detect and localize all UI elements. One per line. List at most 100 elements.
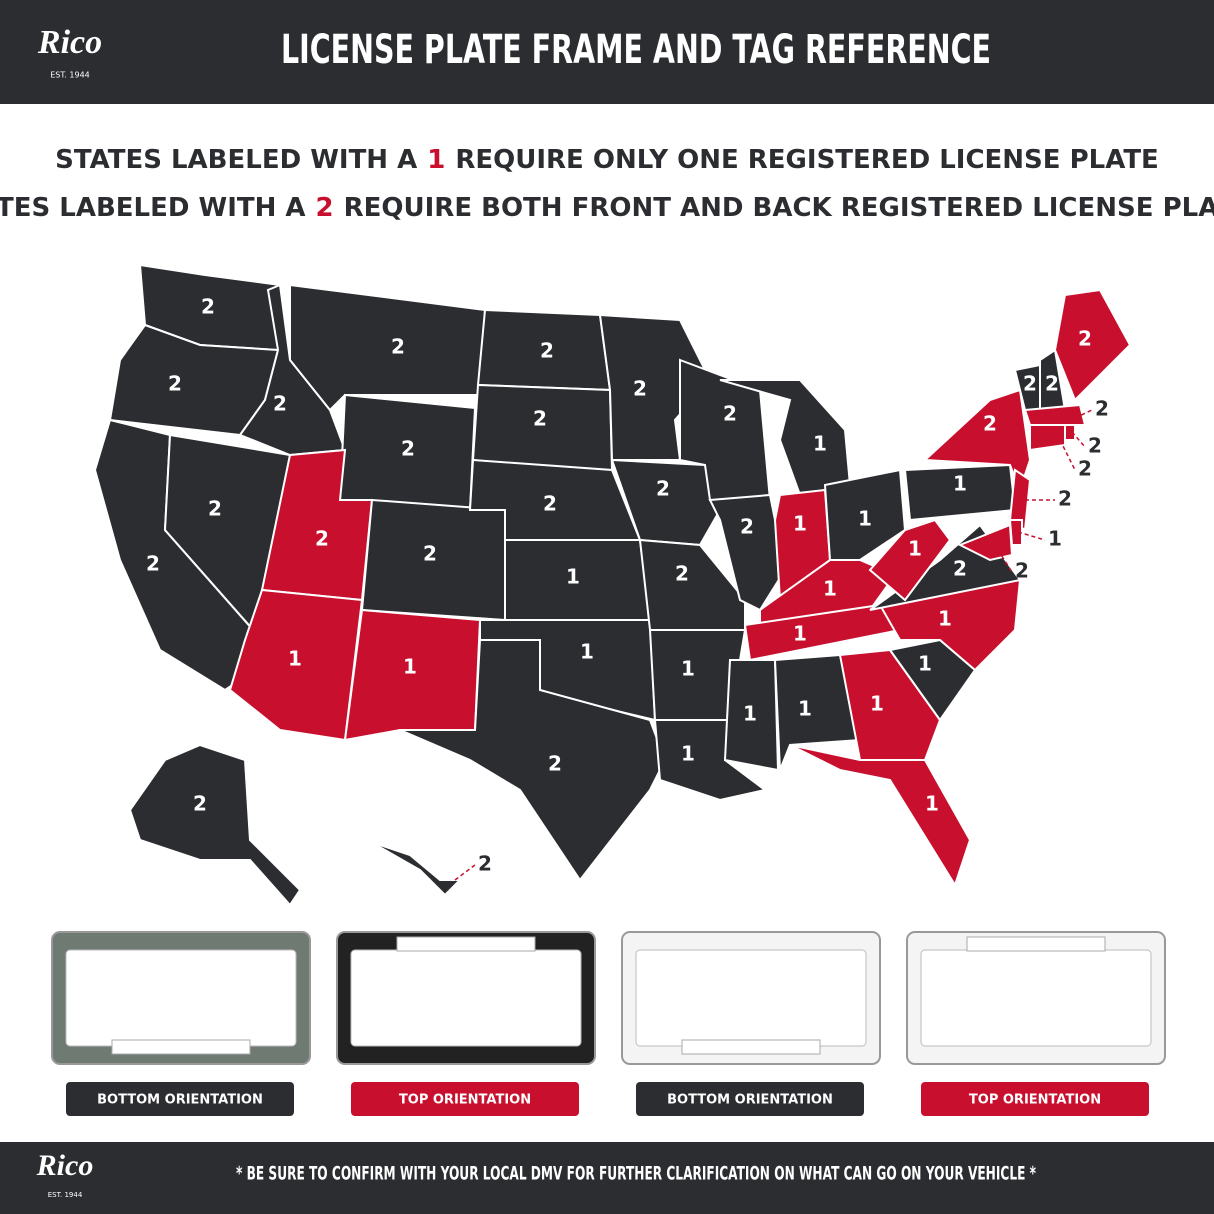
subtitle-text: REQUIRE BOTH FRONT AND BACK REGISTERED L… (344, 193, 1214, 223)
footer-note: * BE SURE TO CONFIRM WITH YOUR LOCAL DMV… (236, 1163, 1036, 1185)
state-label: 1 (403, 655, 417, 679)
state-label: 1 (858, 507, 872, 531)
state-label: 2 (633, 377, 647, 401)
subtitle-text: STATES LABELED WITH A (0, 193, 306, 223)
state-label: 2 (740, 515, 754, 539)
frame-slot (111, 1039, 251, 1055)
frame-window (65, 949, 297, 1047)
state-label: 2 (423, 542, 437, 566)
state-label: 2 (548, 752, 562, 776)
subtitle-number: 2 (316, 193, 334, 223)
state (349, 829, 463, 897)
state-label: 1 (953, 472, 967, 496)
frame-window (920, 949, 1152, 1047)
state (1008, 468, 1032, 532)
state-label: 1 (793, 622, 807, 646)
state-label: 2 (1078, 327, 1092, 351)
orientation-badge (921, 1082, 1149, 1116)
state (922, 388, 1032, 493)
state-label: 2 (193, 792, 207, 816)
page-title: LICENSE PLATE FRAME AND TAG REFERENCE (281, 27, 991, 73)
state-label: 2 (1088, 434, 1102, 458)
state-label: 1 (566, 565, 580, 589)
state-label: 2 (953, 557, 967, 581)
state (289, 283, 487, 412)
state-label: 2 (656, 477, 670, 501)
state-label: 2 (315, 527, 329, 551)
header-bar (0, 0, 1214, 104)
state (838, 648, 942, 761)
orientation-label: TOP ORIENTATION (969, 1093, 1101, 1108)
state-label: 1 (743, 702, 757, 726)
state-label: 2 (1023, 372, 1037, 396)
subtitle-text: STATES LABELED WITH A (55, 145, 417, 175)
subtitle-line: STATES LABELED WITH A 2 REQUIRE BOTH FRONT… (0, 193, 1214, 223)
state-label: 1 (580, 640, 594, 664)
state-label: 2 (1015, 559, 1029, 583)
footer-logo-est: EST. 1944 (48, 1191, 83, 1199)
state-label: 2 (273, 392, 287, 416)
state (1053, 288, 1132, 402)
subtitle-number: 1 (427, 145, 445, 175)
state (128, 743, 302, 907)
state (610, 458, 722, 547)
state-label: 2 (983, 412, 997, 436)
orientation-badge (636, 1082, 864, 1116)
callout-line (1059, 439, 1076, 471)
state-label: 1 (1048, 527, 1062, 551)
frame-window (635, 949, 867, 1047)
orientation-badge (351, 1082, 579, 1116)
orientation-badge (66, 1082, 294, 1116)
logo-est: EST. 1944 (50, 71, 90, 80)
state-label: 1 (813, 432, 827, 456)
orientation-label: BOTTOM ORIENTATION (97, 1093, 263, 1108)
footer-bar (0, 1142, 1214, 1214)
state (823, 468, 907, 561)
state-label: 2 (478, 852, 492, 876)
state-label: 2 (1078, 457, 1092, 481)
state (723, 659, 780, 772)
callout-line (1017, 531, 1046, 541)
state-label: 1 (918, 652, 932, 676)
state-label: 2 (146, 552, 160, 576)
state-label: 2 (391, 335, 405, 359)
state-label: 2 (168, 372, 182, 396)
state-label: 2 (201, 295, 215, 319)
logo: Rico (37, 24, 102, 61)
state-label: 1 (288, 647, 302, 671)
footer-logo: Rico (36, 1149, 94, 1182)
subtitle-text: REQUIRE ONLY ONE REGISTERED LICENSE PLAT… (455, 145, 1158, 175)
frame-window (350, 949, 582, 1047)
state-label: 1 (925, 792, 939, 816)
state (789, 744, 972, 888)
state (1023, 403, 1087, 426)
callout-line (454, 864, 476, 881)
state-label: 2 (543, 492, 557, 516)
frame-slot (681, 1039, 821, 1055)
state (399, 639, 667, 882)
callout-line (1071, 431, 1086, 448)
state (1029, 424, 1066, 452)
state (638, 538, 746, 631)
state-label: 2 (1095, 397, 1109, 421)
state-label: 1 (938, 607, 952, 631)
frame-slot (966, 936, 1106, 952)
state-label: 2 (208, 497, 222, 521)
state-label: 2 (675, 562, 689, 586)
state (598, 313, 712, 461)
state-label: 1 (681, 657, 695, 681)
state-label: 1 (870, 692, 884, 716)
state (1064, 424, 1076, 441)
subtitle-line: STATES LABELED WITH A 1 REQUIRE ONLY ONE R… (55, 145, 1159, 175)
state-label: 1 (908, 537, 922, 561)
state-label: 2 (1058, 487, 1072, 511)
state-label: 2 (723, 402, 737, 426)
state-label: 2 (540, 339, 554, 363)
state-label: 2 (401, 437, 415, 461)
state (773, 653, 862, 771)
state (868, 518, 952, 602)
callout-line (997, 549, 1013, 573)
callout-line (1074, 409, 1093, 419)
state-label: 1 (793, 512, 807, 536)
